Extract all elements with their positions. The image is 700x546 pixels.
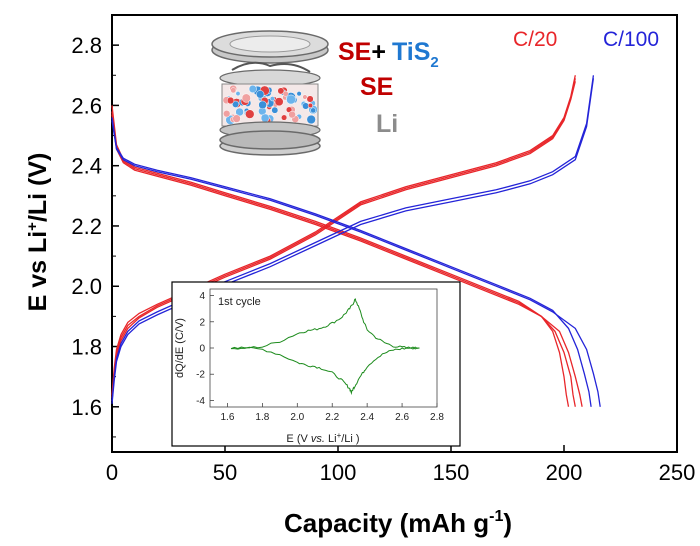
inset-frame xyxy=(171,281,461,447)
rate-label-c20: C/20 xyxy=(513,28,557,51)
charge-curve-2 xyxy=(111,81,576,401)
discharge-curve-3 xyxy=(111,117,592,407)
inset-y-tick-label: 0 xyxy=(199,344,205,355)
charge-curve-4 xyxy=(111,78,595,404)
axis-ticks: 0 50 100 150 200 250 1.6 1.8 2.0 2.2 2.4 2.6 2.8 xyxy=(71,33,695,485)
y-tick-label: 1.6 xyxy=(71,395,102,420)
y-tick-label: 2.0 xyxy=(71,274,102,299)
discharge-curve-2 xyxy=(111,114,583,407)
inset-y-tick-label: -2 xyxy=(196,370,205,381)
inset-x-tick-label: 2.2 xyxy=(325,412,339,423)
x-tick-label: 150 xyxy=(433,460,470,485)
legend-line-3: Li xyxy=(376,110,398,138)
charge-curve-3 xyxy=(111,75,595,401)
charge-curve-0 xyxy=(111,75,576,395)
x-tick-label: 0 xyxy=(106,460,118,485)
y-tick-label: 2.4 xyxy=(71,154,102,179)
x-tick-label: 100 xyxy=(320,460,357,485)
discharge-curve-1 xyxy=(111,111,576,407)
y-axis-label: E vs Li+/Li (V) xyxy=(24,153,52,312)
inset-x-label: E (V vs. Li+/Li ) xyxy=(286,431,359,445)
inset-x-tick-label: 2.0 xyxy=(290,412,304,423)
inset-y-tick-label: -4 xyxy=(196,396,205,407)
x-tick-label: 250 xyxy=(659,460,696,485)
inset-y-label: dQ/dE (C/V) xyxy=(174,318,186,378)
y-tick-label: 2.2 xyxy=(71,214,102,239)
x-tick-label: 50 xyxy=(213,460,237,485)
inset-x-tick-label: 2.4 xyxy=(360,412,374,423)
inset-discharge-curve xyxy=(231,346,420,396)
inset-title: 1st cycle xyxy=(218,296,261,308)
y-tick-label: 2.8 xyxy=(71,33,102,58)
inset-x-tick-label: 2.8 xyxy=(430,412,444,423)
main-curves xyxy=(111,75,601,407)
y-tick-label: 1.8 xyxy=(71,335,102,360)
inset-x-tick-label: 2.6 xyxy=(395,412,409,423)
legend-line-2: SE xyxy=(360,73,393,101)
legend-line-1: SE+ TiS2 xyxy=(338,38,439,71)
charge-curve-1 xyxy=(111,78,576,398)
rate-label-c100: C/100 xyxy=(603,28,659,51)
x-tick-label: 200 xyxy=(546,460,583,485)
inset-chart: 1.6 1.8 2.0 2.2 2.4 2.6 2.8 -4 -2 0 2 4 1st cycle d… xyxy=(171,281,461,447)
inset-x-tick-label: 1.8 xyxy=(255,412,269,423)
discharge-curve-0 xyxy=(111,105,570,407)
plot-frame xyxy=(111,14,678,453)
discharge-curve-4 xyxy=(111,120,601,407)
y-tick-label: 2.6 xyxy=(71,93,102,118)
inset-y-tick-label: 2 xyxy=(199,317,205,328)
inset-y-tick-label: 4 xyxy=(199,291,205,302)
x-axis-label: Capacity (mAh g-1) xyxy=(284,508,512,538)
inset-x-tick-label: 1.6 xyxy=(221,412,235,423)
inset-charge-curve xyxy=(230,298,420,350)
cell-stack-illustration xyxy=(211,30,329,156)
